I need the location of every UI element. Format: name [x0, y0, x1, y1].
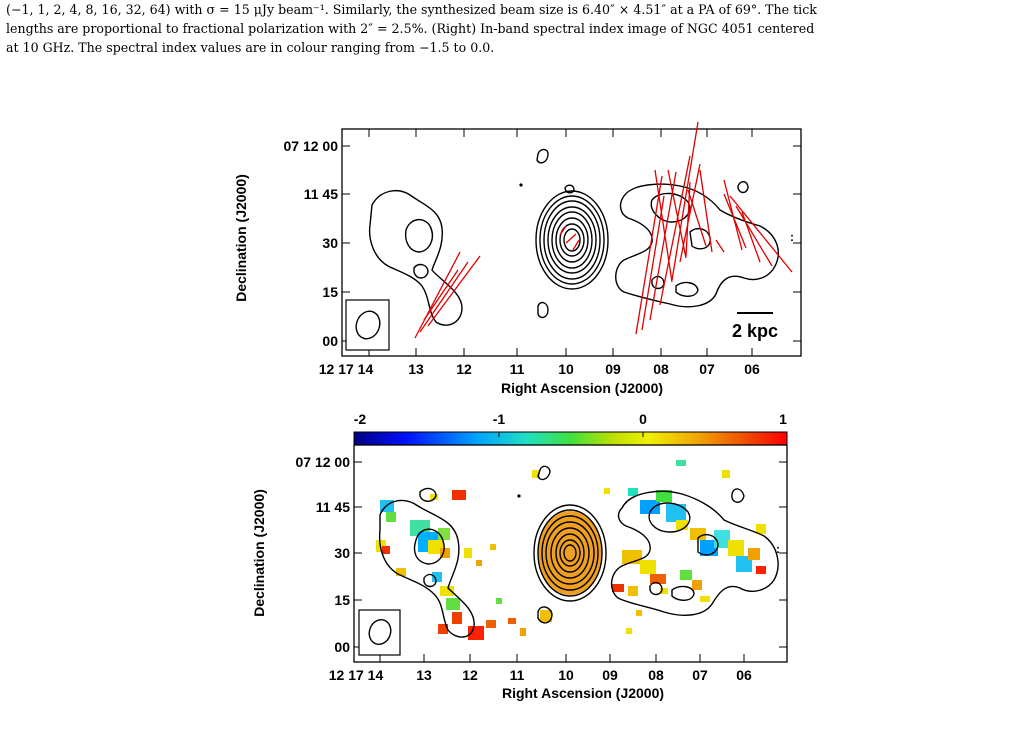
top-ytick-1: 11 45: [304, 186, 338, 202]
top-xtick-0: 12 17 14: [319, 361, 374, 377]
colorbar-tick-0: -2: [354, 411, 367, 427]
bottom-contour-west-lobe: [378, 499, 475, 638]
top-xtick-8: 06: [744, 361, 760, 377]
polarization-vectors: [414, 121, 793, 339]
bottom-beam-box: [358, 609, 401, 656]
colorbar-tick-2: 0: [639, 411, 647, 427]
contour-east-lobe: [615, 183, 779, 308]
contour-west-small: [413, 263, 429, 279]
colorbar-tick-3: 1: [779, 411, 787, 427]
contour-east-inner-4: [675, 281, 699, 297]
contour-east-inner-3: [651, 275, 665, 290]
bottom-xtick-2: 12: [462, 667, 478, 683]
dot-1: [519, 183, 523, 187]
core-contour-1: [535, 190, 609, 290]
contour-east-small: [737, 181, 749, 194]
top-xtick-1: 13: [408, 361, 424, 377]
colorbar-tick-marks: [498, 432, 644, 437]
caption-line-1: (−1, 1, 2, 4, 8, 16, 32, 64) with σ = 15…: [6, 2, 817, 17]
top-xtick-2: 12: [456, 361, 472, 377]
caption-line-3: at 10 GHz. The spectral index values are…: [6, 40, 495, 55]
bottom-beam-ellipse: [368, 619, 392, 645]
scale-bar-label: 2 kpc: [732, 321, 778, 341]
top-ytick-4: 00: [322, 333, 338, 349]
bottom-xtick-8: 06: [736, 667, 752, 683]
top-beam-box: [345, 299, 390, 351]
bottom-xtick-7: 07: [692, 667, 708, 683]
colorbar-tick-1: -1: [493, 411, 506, 427]
top-xlabel: Right Ascension (J2000): [501, 380, 663, 396]
bottom-ytick-0: 07 12 00: [296, 454, 351, 470]
top-xtick-3: 11: [510, 361, 525, 377]
figure-caption: (−1, 1, 2, 4, 8, 16, 32, 64) with σ = 15…: [6, 0, 1028, 57]
bottom-xtick-1: 13: [416, 667, 432, 683]
top-xtick-5: 09: [605, 361, 621, 377]
top-ytick-2: 30: [322, 235, 338, 251]
caption-line-2: lengths are proportional to fractional p…: [6, 21, 815, 36]
top-y-tick-marks: [342, 129, 801, 356]
bottom-xlabel: Right Ascension (J2000): [502, 685, 664, 701]
svg-text::: :: [776, 542, 780, 556]
top-panel: 07 12 00 11 45 30 15 00 12 17 14 13 12 1…: [233, 121, 802, 396]
top-ytick-0: 07 12 00: [284, 138, 339, 154]
spectral-index-map: [376, 460, 766, 640]
bottom-ytick-4: 00: [334, 639, 350, 655]
bottom-contours: [378, 465, 779, 638]
top-xtick-6: 08: [653, 361, 669, 377]
bottom-ytick-2: 30: [334, 545, 350, 561]
contour-east-inner-2: [689, 227, 711, 250]
top-xtick-7: 07: [699, 361, 715, 377]
top-ylabel: Declination (J2000): [233, 174, 249, 302]
core-fill: [538, 511, 602, 595]
bottom-ytick-1: 11 45: [316, 499, 350, 515]
top-contours: [368, 148, 779, 326]
bottom-xtick-4: 10: [558, 667, 574, 683]
bottom-xtick-6: 08: [648, 667, 664, 683]
bottom-contour-east-lobe: [611, 490, 779, 616]
colorbar: [353, 431, 788, 446]
top-beam-ellipse: [355, 310, 381, 340]
bottom-ytick-3: 15: [334, 592, 350, 608]
edge-mark: :: [790, 230, 794, 244]
contour-north-blob: [536, 148, 549, 164]
bottom-xtick-3: 11: [510, 667, 525, 683]
top-ytick-3: 15: [322, 284, 338, 300]
bottom-ylabel: Declination (J2000): [251, 489, 267, 617]
contour-south-blob: [537, 301, 549, 319]
contour-west-lobe: [368, 189, 463, 326]
bottom-xtick-0: 12 17 14: [329, 667, 384, 683]
bottom-contour-west-inner: [413, 528, 445, 565]
bottom-xtick-5: 09: [602, 667, 618, 683]
bottom-panel: -2 -1 0 1: [251, 411, 788, 701]
top-xtick-4: 10: [558, 361, 574, 377]
contour-west-inner: [404, 219, 434, 253]
